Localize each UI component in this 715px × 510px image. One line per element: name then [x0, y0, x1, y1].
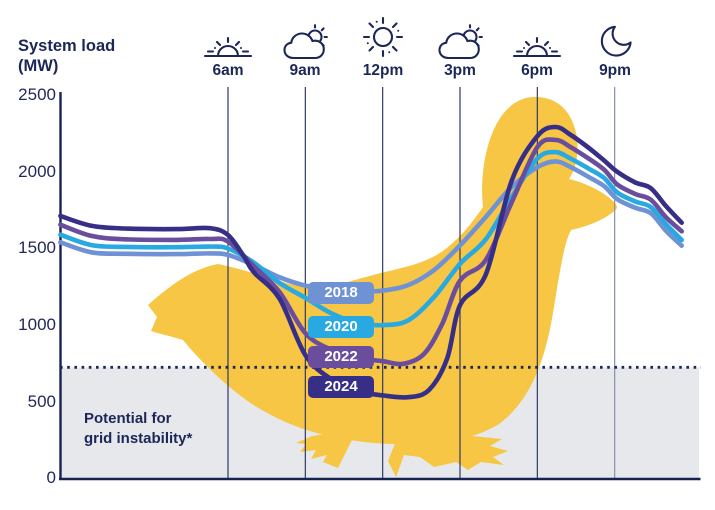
- y-tick-1500: 1500: [18, 238, 56, 257]
- x-tick-12pm: 12pm: [362, 62, 404, 79]
- weather-column-6pm: [498, 8, 576, 60]
- weather-column-9am: [266, 8, 344, 60]
- weather-column-6am: [189, 8, 267, 60]
- series-line-2022: [58, 137, 684, 367]
- y-tick-2500: 2500: [18, 85, 56, 104]
- y-tick-1000: 1000: [18, 315, 56, 334]
- series-line-2018: [58, 159, 684, 294]
- legend-pill-2020: 2020: [308, 316, 374, 338]
- duck-left-foot: [296, 416, 356, 468]
- duck-right-foot: [388, 416, 508, 477]
- x-tick-3pm: 3pm: [444, 62, 476, 79]
- legend-pill-2024: 2024: [308, 376, 374, 398]
- x-tick-9am: 9am: [289, 62, 321, 79]
- instability-label-line1: Potential for: [84, 410, 172, 427]
- duck-body-silhouette: [148, 96, 617, 445]
- legend-pill-2022: 2022: [308, 346, 374, 368]
- y-tick-0: 0: [46, 468, 56, 487]
- partly-cloudy-icon: [438, 24, 483, 60]
- legend-pill-2018: 2018: [308, 282, 374, 304]
- series-line-2024: [58, 124, 684, 400]
- instability-label-line2: grid instability*: [84, 430, 193, 447]
- y-axis-title-line2: (MW): [18, 57, 59, 75]
- partly-cloudy-icon: [283, 24, 328, 60]
- instability-label: Potential for grid instability*: [84, 409, 192, 449]
- x-tick-6pm: 6pm: [521, 62, 553, 79]
- sunset-icon: [512, 36, 562, 58]
- y-tick-500: 500: [27, 392, 56, 411]
- moon-icon: [600, 25, 632, 57]
- series-line-2020: [58, 149, 684, 328]
- x-tick-9pm: 9pm: [599, 62, 631, 79]
- weather-column-12pm: [344, 8, 422, 60]
- sunrise-icon: [203, 36, 253, 58]
- y-tick-2000: 2000: [18, 162, 56, 181]
- weather-column-9pm: [576, 8, 654, 60]
- sun-icon: [362, 16, 404, 58]
- y-axis-title: System load (MW): [18, 36, 115, 76]
- x-tick-6am: 6am: [212, 62, 244, 79]
- y-axis-title-line1: System load: [18, 37, 116, 55]
- weather-column-3pm: [421, 8, 499, 60]
